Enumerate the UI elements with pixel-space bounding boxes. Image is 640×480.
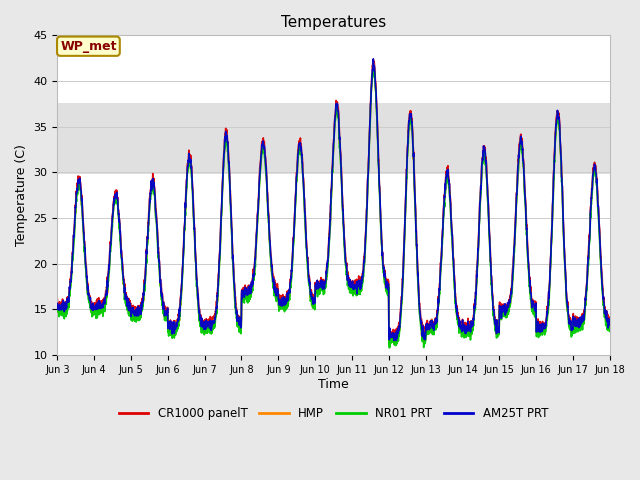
CR1000 panelT bbox=[362, 236, 369, 241]
HMP bbox=[369, 60, 377, 66]
HMP bbox=[390, 341, 398, 347]
CR1000 panelT bbox=[495, 321, 502, 326]
AM25T PRT bbox=[606, 322, 614, 328]
Line: NR01 PRT: NR01 PRT bbox=[58, 67, 610, 348]
NR01 PRT bbox=[349, 291, 357, 297]
AM25T PRT bbox=[495, 325, 502, 331]
HMP bbox=[207, 327, 215, 333]
HMP bbox=[349, 290, 357, 296]
AM25T PRT bbox=[557, 159, 565, 165]
Text: WP_met: WP_met bbox=[60, 40, 116, 53]
CR1000 panelT bbox=[369, 57, 377, 62]
CR1000 panelT bbox=[349, 285, 357, 290]
AM25T PRT bbox=[362, 237, 369, 242]
HMP bbox=[362, 240, 369, 245]
HMP bbox=[557, 161, 565, 167]
CR1000 panelT bbox=[557, 160, 565, 166]
Legend: CR1000 panelT, HMP, NR01 PRT, AM25T PRT: CR1000 panelT, HMP, NR01 PRT, AM25T PRT bbox=[114, 402, 553, 425]
NR01 PRT bbox=[495, 328, 502, 334]
NR01 PRT bbox=[606, 328, 614, 334]
NR01 PRT bbox=[362, 247, 369, 252]
CR1000 panelT bbox=[54, 296, 61, 302]
NR01 PRT bbox=[557, 164, 565, 169]
AM25T PRT bbox=[392, 337, 400, 343]
CR1000 panelT bbox=[573, 317, 580, 323]
NR01 PRT bbox=[573, 325, 580, 331]
HMP bbox=[573, 321, 580, 326]
CR1000 panelT bbox=[207, 324, 215, 330]
NR01 PRT bbox=[385, 345, 393, 351]
Y-axis label: Temperature (C): Temperature (C) bbox=[15, 144, 28, 246]
AM25T PRT bbox=[349, 286, 357, 292]
Title: Temperatures: Temperatures bbox=[281, 15, 386, 30]
AM25T PRT bbox=[54, 300, 61, 306]
HMP bbox=[54, 302, 61, 308]
Bar bbox=[58, 103, 610, 174]
CR1000 panelT bbox=[606, 318, 614, 324]
NR01 PRT bbox=[54, 304, 61, 310]
Line: CR1000 panelT: CR1000 panelT bbox=[58, 60, 610, 338]
CR1000 panelT bbox=[390, 335, 398, 341]
HMP bbox=[495, 326, 502, 332]
Line: HMP: HMP bbox=[58, 63, 610, 344]
NR01 PRT bbox=[369, 64, 377, 70]
AM25T PRT bbox=[573, 318, 580, 324]
Line: AM25T PRT: AM25T PRT bbox=[58, 59, 610, 340]
AM25T PRT bbox=[369, 56, 377, 62]
NR01 PRT bbox=[207, 329, 215, 335]
HMP bbox=[606, 324, 614, 330]
AM25T PRT bbox=[207, 325, 215, 331]
X-axis label: Time: Time bbox=[318, 377, 349, 391]
